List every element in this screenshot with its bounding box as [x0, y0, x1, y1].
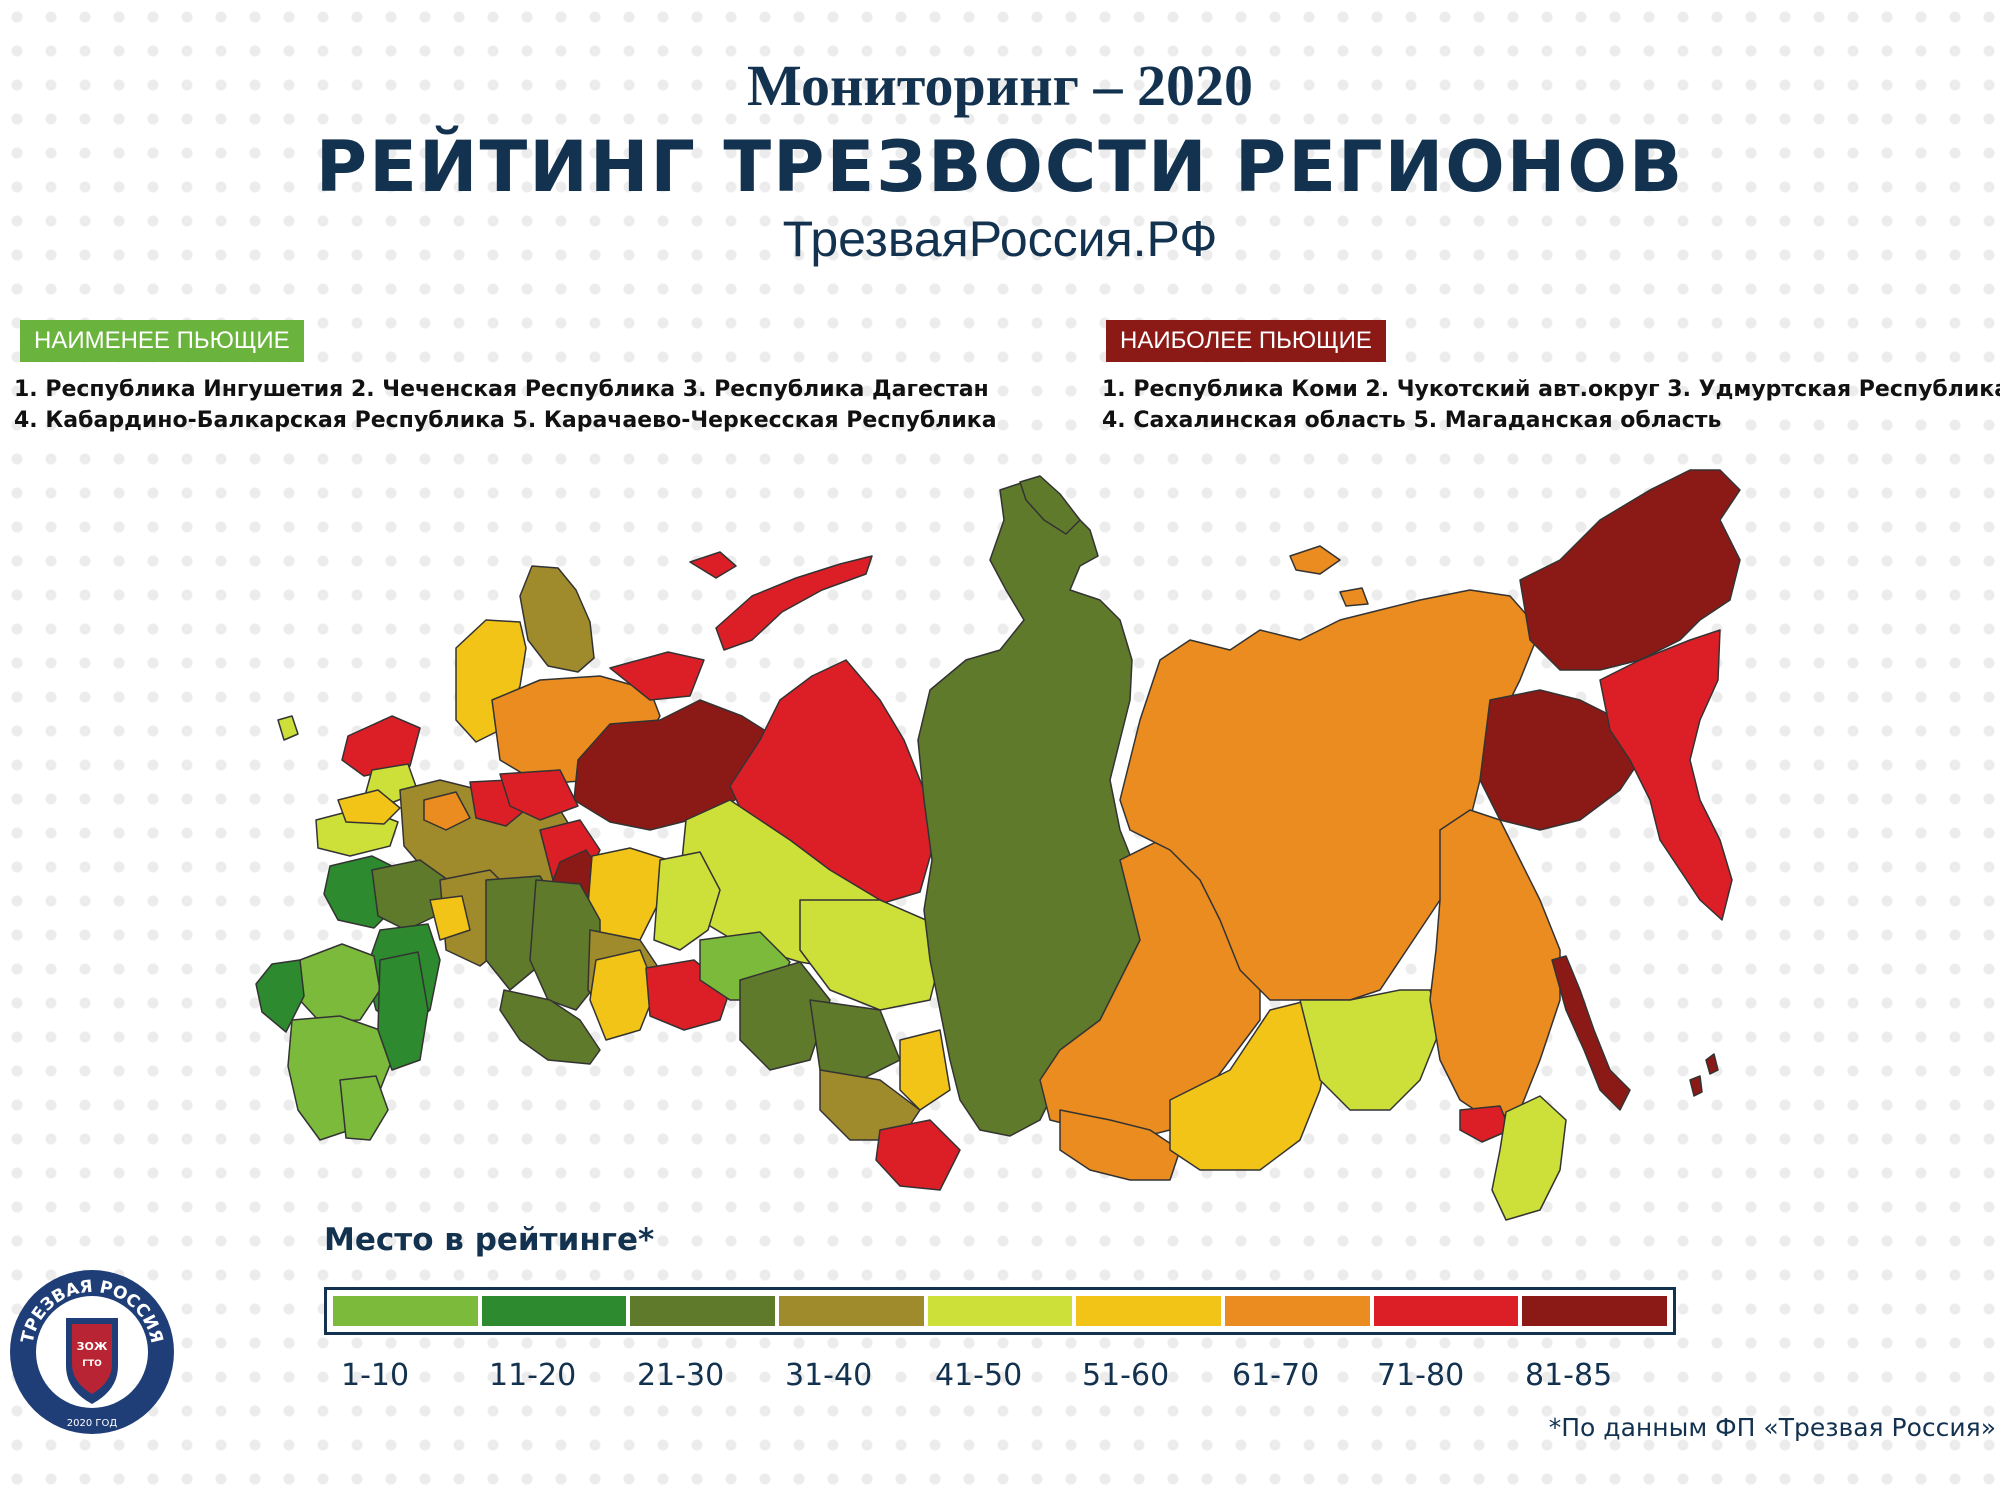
legend-swatch-6	[1076, 1296, 1222, 1326]
legend-label-4: 31-40	[785, 1358, 873, 1393]
region-amur	[1299, 989, 1441, 1111]
legend-swatch-4	[779, 1296, 924, 1326]
legend-color-bar	[324, 1287, 1676, 1335]
legend-swatch-8	[1373, 1296, 1519, 1326]
region-krasnodar	[255, 959, 305, 1033]
region-jewish-ao	[1459, 1105, 1511, 1143]
legend-label-1: 1-10	[341, 1358, 410, 1393]
region-orenburg	[499, 989, 601, 1065]
region-zabaikalsky	[1169, 999, 1331, 1171]
region-altai-krai	[739, 961, 831, 1071]
region-rostov	[295, 943, 381, 1023]
logo-inner-word-2: ГТО	[82, 1359, 102, 1369]
region-kaliningrad	[277, 715, 299, 741]
legend-swatch-9	[1522, 1296, 1668, 1326]
region-dagestan	[339, 1075, 389, 1141]
legend-label-8: 71-80	[1377, 1358, 1465, 1393]
legend-swatch-2	[481, 1296, 627, 1326]
legend-swatch-7	[1225, 1296, 1370, 1326]
region-severnaya-zemlya	[1019, 475, 1081, 535]
site-url: ТрезваяРоссия.РФ	[782, 211, 1218, 267]
legend-label-3: 21-30	[637, 1358, 725, 1393]
region-leningrad	[341, 715, 421, 777]
region-tomsk	[799, 899, 941, 1011]
region-bashkortostan	[529, 879, 601, 1011]
legend-label-9: 81-85	[1525, 1358, 1613, 1393]
region-smolensk	[337, 789, 401, 825]
legend-label-2: 11-20	[489, 1358, 577, 1393]
region-kemerovo	[809, 999, 901, 1081]
least-drinking-line-1: 1. Республика Ингушетия 2. Чеченская Рес…	[14, 377, 989, 402]
legend-label-5: 41-50	[935, 1358, 1023, 1393]
trezvaya-rossiya-logo: ТРЕЗВАЯ РОССИЯ ЗОЖ ГТО 2020 ГОД	[10, 1270, 174, 1434]
region-primorsky	[1491, 1095, 1567, 1221]
region-tyumen	[653, 851, 721, 951]
region-buryatia	[1059, 1109, 1181, 1181]
region-khakassia	[899, 1029, 951, 1111]
most-drinking-line-2: 4. Сахалинская область 5. Магаданская об…	[1102, 408, 1722, 433]
region-vologda	[499, 769, 579, 821]
source-footnote: *По данным ФП «Трезвая Россия»	[1548, 1413, 1996, 1442]
region-yakutia-island-2	[1339, 587, 1369, 607]
most-drinking-line-1: 1. Республика Коми 2. Чукотский авт.окру…	[1102, 377, 2000, 402]
legend-label-6: 51-60	[1082, 1358, 1170, 1393]
region-murmansk	[519, 565, 595, 673]
legend-title: Место в рейтинге*	[324, 1222, 655, 1258]
region-magadan	[1479, 689, 1641, 831]
region-franz-josef	[689, 551, 737, 579]
page-subtitle: Мониторинг – 2020	[747, 53, 1253, 118]
region-kalmykia	[377, 951, 429, 1071]
region-moscow	[423, 791, 471, 831]
region-new-siberian-islands	[1289, 545, 1341, 575]
region-sakhalin	[1551, 955, 1631, 1111]
region-khabarovsk	[1429, 809, 1561, 1121]
logo-shield-accent	[72, 1324, 112, 1394]
legend-swatch-1	[333, 1296, 478, 1326]
legend-swatch-3	[630, 1296, 776, 1326]
region-nenets	[609, 651, 705, 701]
region-chukotka	[1519, 469, 1741, 671]
least-drinking-badge: НАИМЕНЕЕ ПЬЮЩИЕ	[20, 320, 304, 362]
least-drinking-line-2: 4. Кабардино-Балкарская Республика 5. Ка…	[14, 408, 997, 433]
region-penza	[429, 895, 471, 941]
region-karelia	[455, 619, 527, 743]
logo-year-text: 2020 ГОД	[67, 1418, 118, 1429]
region-tuva	[875, 1119, 961, 1191]
legend-swatch-5	[927, 1296, 1073, 1326]
legend-label-7: 61-70	[1232, 1358, 1320, 1393]
page-title: РЕЙТИНГ ТРЕЗВОСТИ РЕГИОНОВ	[315, 126, 1685, 208]
logo-inner-word: ЗОЖ	[77, 1340, 108, 1353]
region-kamchatka	[1599, 629, 1733, 921]
most-drinking-badge: НАИБОЛЕЕ ПЬЮЩИЕ	[1106, 320, 1386, 362]
region-kuril-islands	[1689, 1053, 1719, 1097]
region-novaya-zemlya	[715, 555, 873, 651]
region-kurgan	[589, 949, 657, 1041]
